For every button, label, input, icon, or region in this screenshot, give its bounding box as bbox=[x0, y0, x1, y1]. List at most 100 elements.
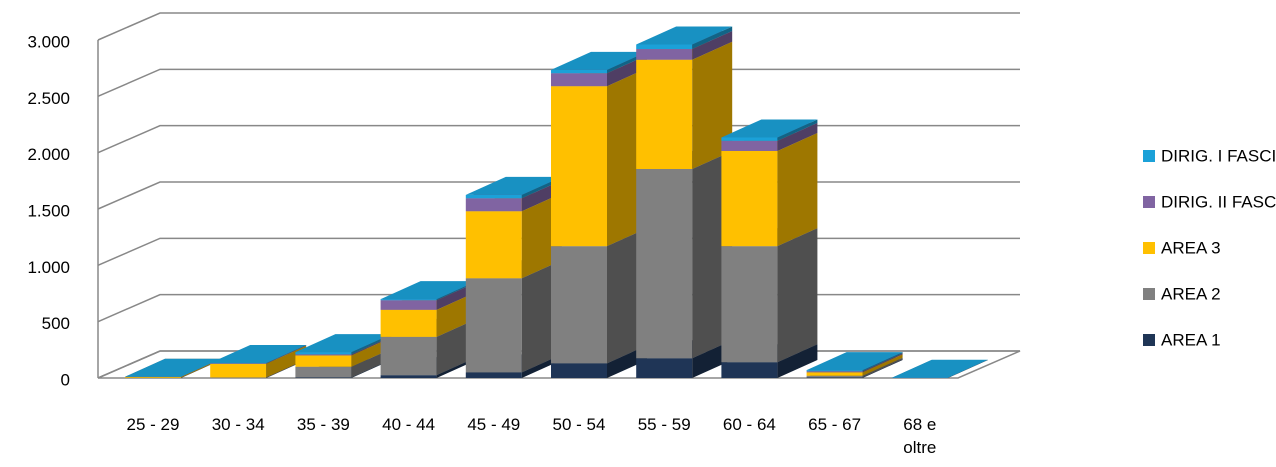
bar-front bbox=[636, 358, 693, 378]
bar-front bbox=[636, 49, 693, 60]
bar-side bbox=[862, 352, 903, 372]
legend-label: DIRIG. II FASCIA bbox=[1161, 192, 1276, 211]
bar-front bbox=[380, 375, 437, 378]
bar-front bbox=[636, 44, 693, 50]
bar-side bbox=[947, 359, 988, 378]
bar-front bbox=[380, 300, 437, 310]
bar-side bbox=[777, 132, 818, 247]
bar-front bbox=[806, 371, 863, 373]
bar-side bbox=[862, 359, 903, 378]
x-tick-label: 35 - 39 bbox=[296, 415, 350, 434]
bar-top bbox=[210, 345, 307, 364]
legend-swatch bbox=[1143, 288, 1155, 300]
y-tick-label: 1.500 bbox=[27, 201, 70, 220]
x-tick-label: 68 e oltre bbox=[903, 415, 937, 457]
bar-side bbox=[266, 345, 307, 364]
bar-segment bbox=[551, 68, 647, 247]
bar-front bbox=[125, 376, 181, 378]
bar-front bbox=[210, 363, 267, 364]
bar-front bbox=[721, 246, 778, 363]
bar-side bbox=[777, 228, 818, 363]
grid-line bbox=[97, 12, 1020, 41]
bar-front bbox=[465, 198, 522, 212]
bar-segment bbox=[721, 228, 818, 363]
bar-front bbox=[380, 336, 437, 376]
bar-front bbox=[295, 377, 352, 378]
bar-segment bbox=[636, 26, 733, 50]
grid-line bbox=[97, 68, 1020, 98]
x-tick-label: 30 - 34 bbox=[211, 415, 265, 434]
bar-segment bbox=[806, 352, 903, 372]
bar-top bbox=[551, 51, 647, 70]
bar-front bbox=[806, 372, 863, 376]
bar-segment bbox=[636, 41, 733, 170]
bar-front bbox=[721, 137, 778, 141]
legend-swatch bbox=[1143, 196, 1155, 208]
bar-front bbox=[465, 278, 522, 373]
bar-front bbox=[806, 370, 863, 372]
bar-top bbox=[891, 359, 988, 378]
bar-segment bbox=[891, 359, 988, 378]
bar-front bbox=[806, 375, 863, 378]
bar-front bbox=[295, 355, 352, 367]
bar-front bbox=[380, 299, 437, 301]
bar-front bbox=[551, 69, 607, 74]
bar-front bbox=[636, 59, 693, 170]
bar-side bbox=[777, 119, 818, 141]
bar-side bbox=[692, 26, 733, 50]
grid-line bbox=[97, 124, 1020, 154]
bar-front bbox=[551, 86, 607, 247]
bar-front bbox=[210, 363, 267, 378]
bar-segment bbox=[721, 119, 818, 141]
legend-label: AREA 2 bbox=[1161, 284, 1221, 303]
bar-front bbox=[295, 354, 352, 356]
bar-top bbox=[380, 281, 477, 300]
y-tick-label: 2.000 bbox=[27, 145, 70, 164]
x-tick-label: 40 - 44 bbox=[382, 415, 436, 434]
y-tick-label: 0 bbox=[61, 370, 70, 389]
bar-side bbox=[777, 344, 818, 378]
bar-front bbox=[465, 194, 522, 199]
bar-front bbox=[210, 377, 267, 378]
bar-side bbox=[777, 122, 818, 151]
bar-segment bbox=[551, 228, 647, 364]
bar-top bbox=[125, 358, 221, 377]
bar-side bbox=[862, 354, 903, 376]
bar-front bbox=[721, 362, 778, 378]
x-tick-label: 25 - 29 bbox=[126, 415, 180, 434]
legend-label: AREA 3 bbox=[1161, 238, 1221, 257]
x-tick-label: 60 - 64 bbox=[722, 415, 776, 434]
x-tick-label: 65 - 67 bbox=[808, 415, 862, 434]
bar-side bbox=[862, 357, 903, 378]
legend-swatch bbox=[1143, 242, 1155, 254]
bar-front bbox=[721, 140, 778, 151]
bar-top bbox=[721, 119, 818, 138]
y-tick-label: 500 bbox=[42, 314, 70, 333]
bar-top bbox=[465, 176, 562, 195]
bar-front bbox=[380, 309, 437, 337]
bar-side bbox=[692, 31, 733, 60]
x-tick-label: 55 - 59 bbox=[637, 415, 691, 434]
bar-side bbox=[862, 353, 903, 373]
bar-front bbox=[806, 377, 863, 378]
bar-front bbox=[295, 366, 352, 378]
bar-front bbox=[551, 246, 607, 364]
bar-front bbox=[465, 372, 522, 378]
bar-front bbox=[551, 363, 607, 378]
bar-segment bbox=[210, 345, 307, 364]
legend-swatch bbox=[1143, 334, 1155, 346]
bar-segment bbox=[636, 151, 733, 359]
bar-top bbox=[636, 26, 733, 45]
x-tick-label: 50 - 54 bbox=[552, 415, 606, 434]
bar-front bbox=[551, 73, 607, 87]
y-tick-label: 2.500 bbox=[27, 89, 70, 108]
bar-top bbox=[806, 352, 903, 371]
bar-front bbox=[721, 150, 778, 247]
bar-segment bbox=[721, 132, 818, 247]
bar-top bbox=[295, 334, 392, 353]
x-tick-label: 45 - 49 bbox=[467, 415, 521, 434]
bar-front bbox=[465, 211, 522, 279]
bar-side bbox=[266, 345, 307, 364]
